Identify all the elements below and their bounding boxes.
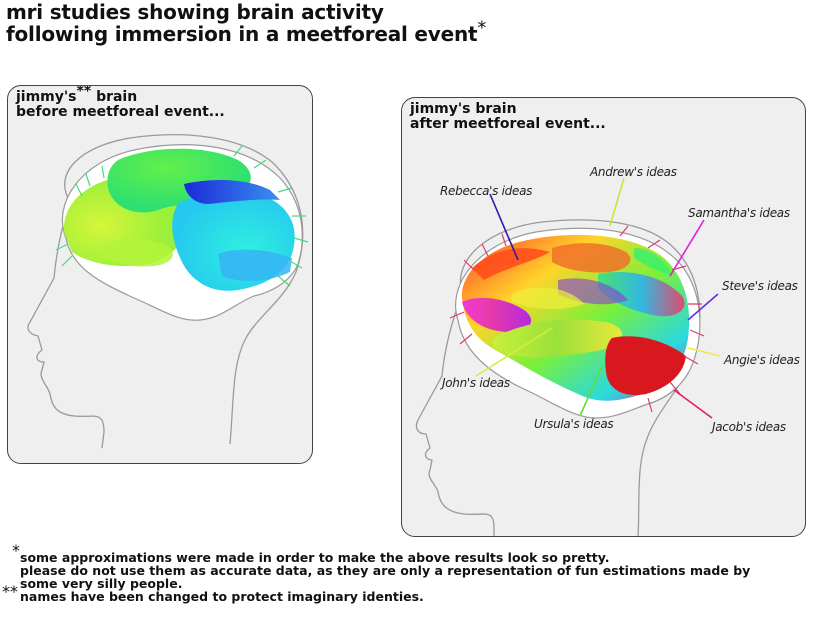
title-footnote-mark: * (477, 17, 487, 39)
idea-label-john: John's ideas (440, 376, 510, 390)
pointer-steve (687, 293, 719, 321)
footnote-1-mark: * (12, 541, 20, 560)
page-title: mri studies showing brain activity follo… (6, 1, 486, 45)
idea-label-samantha: Samantha's ideas (688, 206, 790, 220)
idea-label-angie: Angie's ideas (723, 353, 800, 367)
footnote-1: * some approximations were made in order… (0, 543, 815, 591)
before-brain-illustration (27, 134, 309, 449)
title-line-1: mri studies showing brain activity (6, 0, 384, 24)
after-brain-illustration: Rebecca's ideas Andrew's ideas Samantha'… (415, 165, 800, 536)
after-brain-activity (449, 225, 705, 413)
after-label-line-2: after meetforeal event... (410, 116, 606, 132)
pointer-rebecca (489, 193, 519, 261)
idea-label-rebecca: Rebecca's ideas (440, 184, 532, 198)
idea-label-steve: Steve's ideas (722, 279, 798, 293)
before-panel-label: jimmy's** brain before meetforeal event.… (16, 86, 225, 120)
before-label-footnote-mark: ** (76, 85, 92, 100)
footnote-1-line-3: some very silly people. (20, 576, 183, 591)
pointer-john (475, 327, 553, 377)
pointer-andrew (609, 177, 625, 227)
after-panel: Rebecca's ideas Andrew's ideas Samantha'… (401, 97, 806, 537)
pointer-jacob (673, 389, 713, 419)
idea-pointer-lines (475, 177, 721, 419)
idea-label-ursula: Ursula's ideas (534, 417, 613, 431)
idea-label-andrew: Andrew's ideas (589, 165, 677, 179)
idea-label-jacob: Jacob's ideas (710, 420, 786, 434)
pointer-samantha (669, 219, 705, 277)
before-panel: jimmy's** brain before meetforeal event.… (7, 85, 313, 464)
pointer-angie (687, 347, 721, 357)
footnotes: * some approximations were made in order… (0, 543, 815, 604)
before-label-brain: brain (96, 89, 138, 105)
pointer-ursula (579, 365, 603, 417)
footnote-2: ** names have been changed to protect im… (0, 584, 815, 604)
before-brain-activity (55, 145, 309, 291)
after-panel-label: jimmy's brain after meetforeal event... (410, 102, 606, 132)
before-head-outline (27, 134, 304, 449)
before-label-line-2: before meetforeal event... (16, 104, 225, 120)
footnote-1-line-1: some approximations were made in order t… (20, 550, 610, 565)
footnote-1-line-2: please do not use them as accurate data,… (20, 563, 751, 578)
footnote-2-line-1: names have been changed to protect imagi… (20, 589, 424, 604)
after-label-line-1: jimmy's brain (410, 101, 517, 117)
after-head-outline (415, 219, 701, 536)
footnote-2-mark: ** (2, 582, 18, 601)
before-label-name: jimmy's (16, 89, 77, 105)
title-line-2: following immersion in a meetforeal even… (6, 22, 478, 46)
